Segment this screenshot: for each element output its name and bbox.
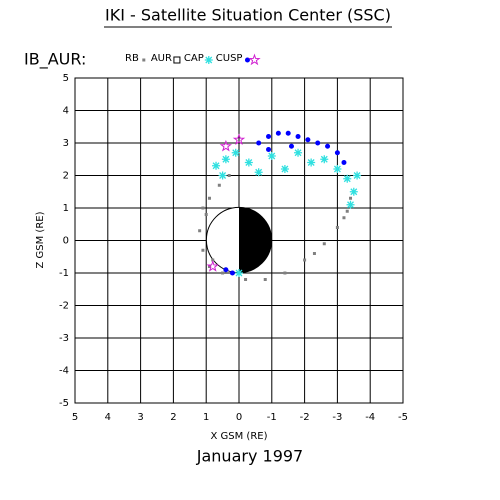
x-tick-label: -5	[398, 412, 408, 423]
point	[232, 133, 246, 146]
x-tick-label: 4	[105, 412, 111, 423]
y-tick-label: -3	[59, 333, 69, 344]
point	[288, 143, 294, 149]
y-tick-label: 1	[63, 203, 69, 214]
point	[346, 200, 355, 209]
y-tick-label: 3	[63, 138, 69, 149]
point	[320, 155, 329, 164]
x-tick-label: -4	[365, 412, 375, 423]
point	[312, 252, 316, 255]
point	[303, 258, 307, 262]
x-tick-label: 2	[170, 412, 176, 423]
y-tick-label: -1	[59, 268, 69, 279]
y-tick-label: 5	[63, 73, 69, 84]
point	[211, 258, 215, 262]
point	[266, 147, 272, 152]
point	[307, 158, 316, 167]
point	[254, 168, 263, 177]
point	[256, 140, 262, 146]
point	[221, 271, 225, 275]
legend-marker	[204, 56, 213, 64]
y-tick-label: 0	[63, 236, 69, 247]
point	[231, 148, 240, 157]
point	[294, 148, 303, 157]
point	[217, 183, 221, 187]
panel-label: IB_AUR:	[24, 50, 86, 70]
point	[283, 271, 287, 275]
point	[263, 278, 267, 281]
point	[235, 269, 243, 277]
legend-marker	[173, 56, 181, 64]
legend-label: CUSP	[216, 53, 243, 64]
x-tick-label: -3	[332, 412, 342, 423]
x-axis-label: X GSM (RE)	[210, 431, 267, 442]
point	[204, 213, 208, 216]
point	[322, 242, 326, 246]
point	[353, 171, 362, 180]
point	[305, 137, 311, 143]
legend-marker	[142, 58, 146, 62]
plot-frame	[74, 77, 404, 404]
date: January 1997	[196, 447, 303, 466]
point	[341, 160, 347, 165]
y-tick-label: -5	[59, 398, 69, 409]
point	[295, 134, 301, 139]
point	[201, 248, 205, 252]
point	[343, 174, 352, 183]
point	[244, 278, 248, 281]
point	[218, 171, 227, 180]
point	[223, 267, 229, 273]
legend-marker	[248, 53, 261, 66]
x-tick-label: -2	[300, 412, 310, 423]
point	[207, 196, 211, 200]
y-tick-label: -2	[59, 301, 69, 312]
point	[280, 165, 289, 173]
y-tick-label: -4	[59, 366, 69, 377]
point	[349, 187, 358, 196]
point	[244, 158, 253, 167]
point	[221, 155, 230, 164]
y-tick-label: 4	[63, 106, 69, 117]
point	[335, 226, 339, 229]
point	[212, 161, 221, 170]
x-tick-label: 5	[72, 412, 78, 423]
legend-marker	[244, 57, 250, 63]
point	[333, 165, 342, 173]
x-tick-label: -1	[267, 412, 277, 423]
point	[229, 270, 235, 276]
chart-title: IKI - Satellite Situation Center (SSC)	[105, 6, 391, 25]
point	[285, 130, 291, 136]
y-tick-label: 2	[63, 171, 69, 182]
legend-label: CAP	[184, 53, 204, 64]
legend-label: RB	[125, 53, 139, 64]
marks	[198, 130, 362, 281]
point	[349, 196, 353, 200]
point	[345, 209, 349, 213]
point	[206, 259, 219, 272]
point	[342, 216, 346, 220]
point	[266, 134, 272, 139]
point	[219, 139, 232, 152]
y-axis-label: Z GSM (RE)	[35, 211, 46, 268]
point	[267, 152, 276, 160]
x-tick-label: 1	[203, 412, 209, 423]
earth-night	[239, 207, 272, 273]
point	[275, 130, 281, 136]
point	[198, 229, 202, 233]
point	[334, 150, 340, 156]
legend: RB AUR CAP CUSP	[125, 53, 261, 66]
point	[325, 143, 331, 149]
point	[227, 174, 231, 177]
point	[315, 140, 321, 146]
x-tick-label: 0	[236, 412, 242, 423]
legend-label: AUR	[151, 53, 172, 64]
x-tick-label: 3	[137, 412, 143, 423]
point	[201, 206, 205, 210]
